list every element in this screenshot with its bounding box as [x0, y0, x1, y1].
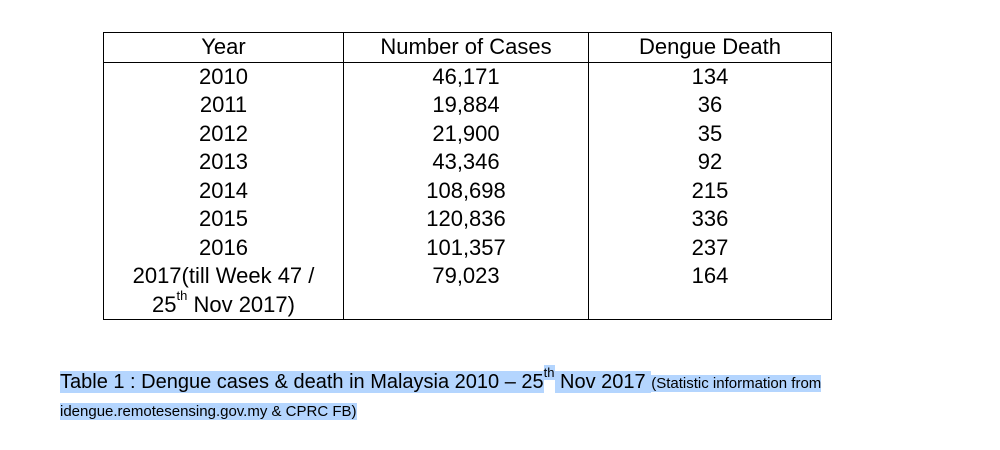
- deaths-cell: 237: [588, 233, 832, 262]
- caption-main-rest: Nov 2017: [554, 371, 652, 393]
- deaths-cell: 215: [588, 176, 832, 205]
- deaths-cell: 36: [588, 91, 832, 120]
- table-row: 2011 19,884 36: [103, 91, 832, 120]
- cases-cell: 120,836: [343, 205, 589, 234]
- dengue-table: Year Number of Cases Dengue Death 2010 4…: [103, 32, 832, 320]
- header-year: Year: [103, 32, 344, 63]
- table-row: 2017(till Week 47 / 25th Nov 2017) 79,02…: [103, 262, 832, 320]
- year-cell: 2015: [103, 205, 344, 234]
- caption-main-prefix: Table 1 : Dengue cases & death in Malays…: [60, 371, 544, 393]
- table-row: 2015 120,836 336: [103, 205, 832, 234]
- deaths-cell: 134: [588, 62, 832, 91]
- year-cell: 2012: [103, 119, 344, 148]
- cases-cell: 46,171: [343, 62, 589, 91]
- header-cases: Number of Cases: [343, 32, 589, 63]
- table-row: 2014 108,698 215: [103, 176, 832, 205]
- table-row: 2016 101,357 237: [103, 233, 832, 262]
- cases-cell: 101,357: [343, 233, 589, 262]
- year-cell-day: 25: [152, 291, 177, 317]
- year-cell: 2011: [103, 91, 344, 120]
- year-cell-line1: 2017(till Week 47 /: [132, 263, 315, 288]
- table-row: 2013 43,346 92: [103, 148, 832, 177]
- deaths-cell: 164: [588, 262, 832, 320]
- year-cell: 2013: [103, 148, 344, 177]
- year-cell: 2016: [103, 233, 344, 262]
- deaths-cell: 35: [588, 119, 832, 148]
- cases-cell: 79,023: [343, 262, 589, 320]
- deaths-cell: 336: [588, 205, 832, 234]
- year-cell: 2010: [103, 62, 344, 91]
- year-cell: 2017(till Week 47 / 25th Nov 2017): [103, 262, 344, 320]
- caption-source-line2: idengue.remotesensing.gov.my & CPRC FB): [60, 403, 357, 420]
- cases-cell: 108,698: [343, 176, 589, 205]
- caption-ordinal: th: [543, 365, 555, 381]
- cases-cell: 43,346: [343, 148, 589, 177]
- year-cell-ordinal: th: [176, 288, 188, 304]
- cases-cell: 21,900: [343, 119, 589, 148]
- caption-source-line1: (Statistic information from: [651, 375, 822, 392]
- table-caption[interactable]: Table 1 : Dengue cases & death in Malays…: [60, 365, 920, 425]
- year-cell-rest: Nov 2017): [187, 291, 295, 317]
- deaths-cell: 92: [588, 148, 832, 177]
- year-cell: 2014: [103, 176, 344, 205]
- cases-cell: 19,884: [343, 91, 589, 120]
- header-row: Year Number of Cases Dengue Death: [103, 32, 832, 63]
- table-row: 2012 21,900 35: [103, 119, 832, 148]
- table-row: 2010 46,171 134: [103, 62, 832, 91]
- header-deaths: Dengue Death: [588, 32, 832, 63]
